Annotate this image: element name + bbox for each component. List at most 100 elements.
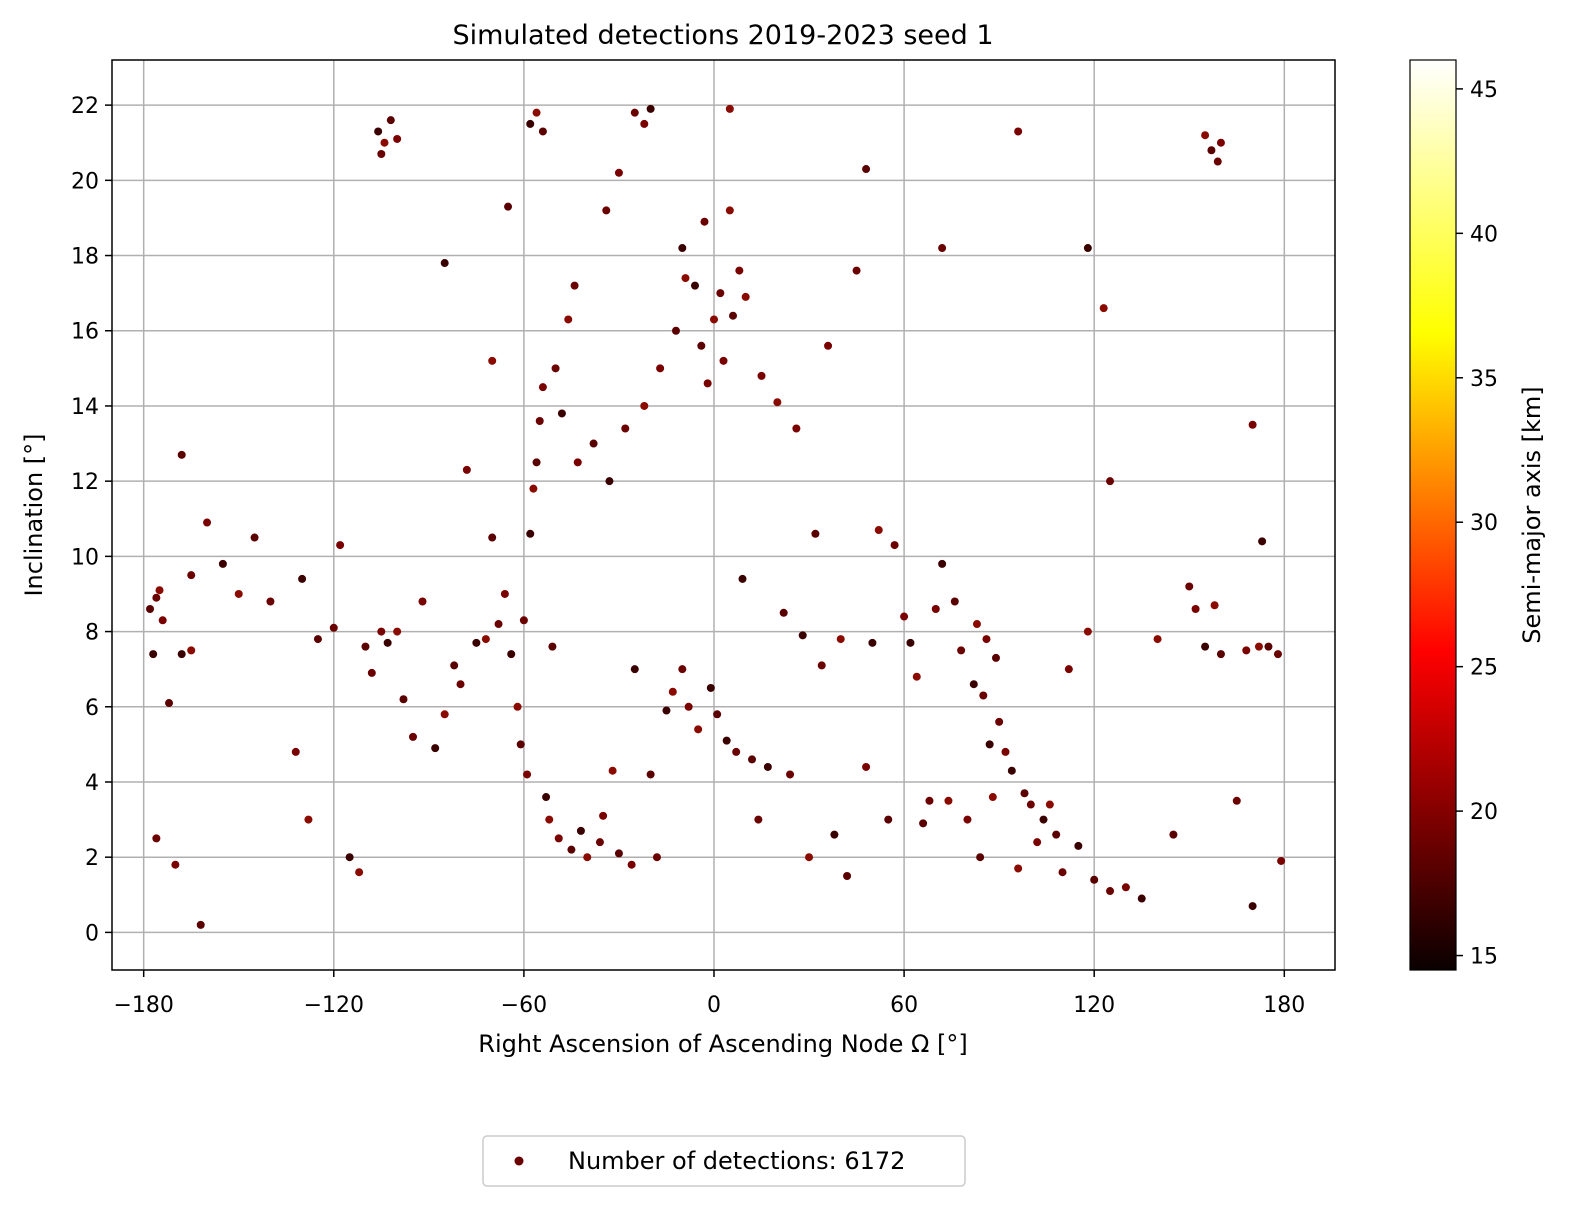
y-tick-label: 14: [71, 395, 99, 420]
y-tick-label: 6: [85, 696, 99, 721]
data-point: [507, 650, 516, 659]
data-point: [614, 168, 623, 177]
data-point: [532, 108, 541, 117]
x-tick-label: −120: [304, 993, 364, 1018]
data-point: [149, 650, 158, 659]
data-point: [1248, 902, 1257, 911]
data-point: [456, 680, 465, 689]
data-point: [548, 642, 557, 651]
chart-title: Simulated detections 2019-2023 seed 1: [452, 20, 993, 51]
data-point: [697, 341, 706, 350]
data-point: [976, 853, 985, 862]
data-point: [738, 574, 747, 583]
data-point: [291, 747, 300, 756]
data-point: [709, 315, 718, 324]
colorbar-tick-label: 20: [1470, 800, 1498, 825]
colorbar-tick-label: 25: [1470, 656, 1498, 681]
data-point: [1052, 830, 1061, 839]
data-point: [1074, 841, 1083, 850]
data-point: [573, 458, 582, 467]
data-point: [779, 608, 788, 617]
data-point: [1045, 800, 1054, 809]
data-point: [554, 834, 563, 843]
data-point: [605, 477, 614, 486]
data-point: [152, 834, 161, 843]
data-point: [963, 815, 972, 824]
data-point: [542, 793, 551, 802]
data-point: [557, 409, 566, 418]
data-point: [218, 559, 227, 568]
data-point: [713, 710, 722, 719]
data-point: [551, 364, 560, 373]
data-point: [979, 691, 988, 700]
data-point: [367, 668, 376, 677]
data-point: [1064, 665, 1073, 674]
data-point: [919, 819, 928, 828]
data-point: [1007, 766, 1016, 775]
data-point: [1210, 601, 1219, 610]
x-tick-label: 180: [1263, 993, 1305, 1018]
data-point: [481, 635, 490, 644]
data-point: [621, 424, 630, 433]
data-point: [1232, 796, 1241, 805]
data-point: [440, 259, 449, 268]
data-point: [523, 770, 532, 779]
data-point: [836, 635, 845, 644]
data-point: [732, 747, 741, 756]
data-point: [196, 920, 205, 929]
data-point: [472, 638, 481, 647]
data-point: [1242, 646, 1251, 655]
data-point: [177, 450, 186, 459]
data-point: [526, 119, 535, 128]
data-point: [1185, 582, 1194, 591]
data-point: [513, 702, 522, 711]
data-point: [488, 356, 497, 365]
data-point: [938, 559, 947, 568]
data-point: [614, 849, 623, 858]
data-point: [450, 661, 459, 670]
data-point: [361, 642, 370, 651]
data-point: [386, 116, 395, 125]
data-point: [1039, 815, 1048, 824]
data-point: [1014, 864, 1023, 873]
data-point: [583, 853, 592, 862]
data-point: [399, 695, 408, 704]
y-tick-label: 0: [85, 921, 99, 946]
data-point: [890, 541, 899, 550]
data-point: [1153, 635, 1162, 644]
data-point: [171, 860, 180, 869]
data-point: [700, 217, 709, 226]
data-point: [1277, 856, 1286, 865]
data-point: [944, 796, 953, 805]
data-point: [567, 845, 576, 854]
data-point: [595, 838, 604, 847]
scatter-points: [146, 104, 1286, 929]
data-point: [1207, 146, 1216, 155]
data-point: [754, 815, 763, 824]
data-point: [494, 620, 503, 629]
data-point: [843, 871, 852, 880]
colorbar-label: Semi-major axis [km]: [1518, 386, 1546, 643]
data-point: [773, 398, 782, 407]
plot-frame: [111, 59, 1336, 971]
data-point: [1248, 420, 1257, 429]
data-point: [640, 119, 649, 128]
data-point: [630, 108, 639, 117]
data-point: [868, 638, 877, 647]
data-point: [681, 274, 690, 283]
x-tick-label: 60: [890, 993, 918, 1018]
data-point: [729, 311, 738, 320]
data-point: [786, 770, 795, 779]
data-point: [599, 811, 608, 820]
data-point: [526, 529, 535, 538]
data-point: [988, 793, 997, 802]
data-point: [234, 589, 243, 598]
data-point: [646, 770, 655, 779]
data-point: [824, 341, 833, 350]
data-point: [1099, 304, 1108, 313]
data-point: [570, 281, 579, 290]
data-point: [1033, 838, 1042, 847]
data-point: [716, 289, 725, 298]
data-point: [532, 458, 541, 467]
